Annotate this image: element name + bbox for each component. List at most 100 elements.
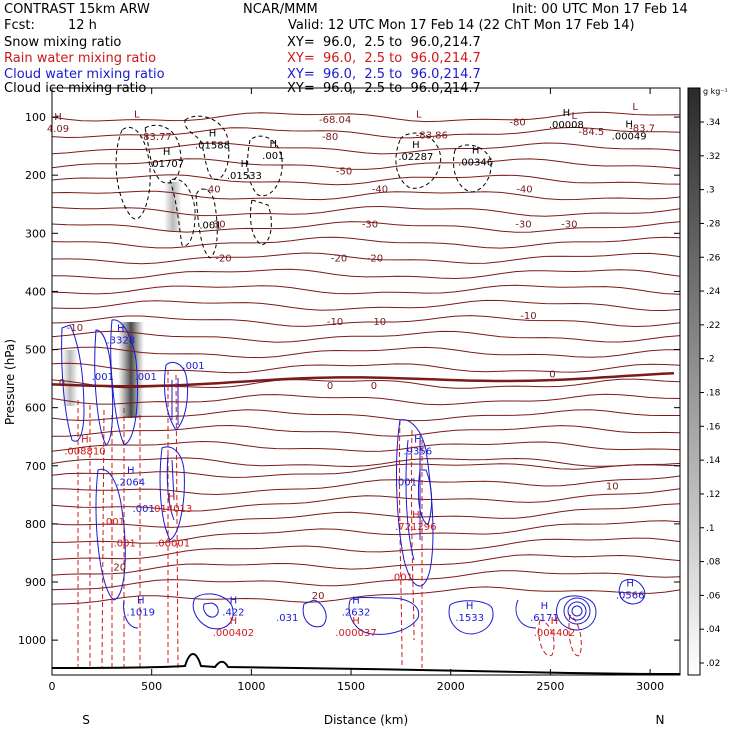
extremum-value: .00049 bbox=[612, 132, 647, 143]
center-title: NCAR/MMM bbox=[243, 2, 318, 17]
extremum-marker: H bbox=[117, 324, 125, 335]
extremum-value: .001 bbox=[135, 372, 157, 383]
terrain-line bbox=[51, 653, 681, 675]
isotherm bbox=[51, 284, 681, 295]
isotherm bbox=[51, 586, 681, 605]
field-name-rain: Rain water mixing ratio bbox=[4, 51, 157, 66]
extremum-marker: H bbox=[209, 128, 217, 139]
extremum-value: .001 bbox=[199, 221, 221, 232]
extremum-value: .3328 bbox=[106, 336, 135, 347]
extremum-marker: H bbox=[137, 596, 145, 607]
extremum-marker: H bbox=[54, 112, 62, 123]
temperature-label: -40 bbox=[372, 185, 388, 196]
extremum-value: .9356 bbox=[404, 447, 433, 458]
colorbar-tick-label: .22 bbox=[706, 321, 720, 331]
extremum-marker: H bbox=[625, 120, 633, 131]
colorbar-unit: g kg⁻¹ bbox=[703, 87, 728, 96]
temperature-label: 0 bbox=[59, 378, 65, 389]
colorbar-tick-label: .24 bbox=[706, 287, 721, 297]
isotherm bbox=[51, 488, 681, 512]
temperature-label: -20 bbox=[367, 254, 383, 265]
extremum-value: .6171 bbox=[530, 613, 559, 624]
extremum-value: .00346 bbox=[458, 158, 493, 169]
extremum-marker: H bbox=[466, 601, 474, 612]
extremum-value: .014013 bbox=[151, 504, 192, 515]
isotherm bbox=[51, 252, 681, 265]
extremum-marker: H bbox=[230, 596, 238, 607]
extremum-value: .0566 bbox=[616, 591, 645, 602]
temperature-label: -30 bbox=[209, 219, 225, 230]
extremum-marker: H bbox=[168, 492, 176, 503]
extremum-marker: H bbox=[541, 601, 549, 612]
extremum-value: .001 bbox=[391, 573, 413, 584]
extremum-value: .001 bbox=[103, 517, 125, 528]
temperature-label: 10 bbox=[606, 482, 619, 493]
colorbar-tick-label: .34 bbox=[706, 118, 721, 128]
isotherm bbox=[51, 475, 681, 496]
extremum-marker: H bbox=[472, 146, 480, 157]
isotherm bbox=[51, 126, 681, 139]
extremum-value: .001 bbox=[262, 151, 284, 162]
extremum-value: .01533 bbox=[227, 171, 262, 182]
colorbar-tick-label: .26 bbox=[706, 253, 721, 263]
isotherm bbox=[51, 520, 681, 544]
extremum-marker: H bbox=[412, 140, 420, 151]
colorbar-tick-label: .18 bbox=[706, 389, 721, 399]
x-tick-label: 2500 bbox=[536, 680, 564, 693]
extremum-value: .001 bbox=[395, 477, 417, 488]
temperature-label: -40 bbox=[204, 185, 220, 196]
temperature-label: -80 bbox=[509, 118, 525, 129]
temperature-label: -83.77 bbox=[140, 132, 172, 143]
x-axis-title: Distance (km) bbox=[324, 713, 408, 727]
y-tick-label: 700 bbox=[25, 460, 46, 473]
y-tick-label: 100 bbox=[25, 111, 46, 124]
isotherm bbox=[51, 462, 681, 478]
isotherm bbox=[51, 174, 681, 186]
extremum-value: .01707 bbox=[149, 159, 184, 170]
y-tick-label: 400 bbox=[25, 285, 46, 298]
extremum-marker: H bbox=[563, 108, 571, 119]
y-tick-label: 500 bbox=[25, 344, 46, 357]
isotherm bbox=[51, 330, 681, 343]
y-tick-label: 200 bbox=[25, 169, 46, 182]
x-tick-label: 3000 bbox=[636, 680, 664, 693]
extremum-value: .001 bbox=[182, 361, 204, 372]
extremum-marker: H bbox=[352, 596, 360, 607]
y-tick-label: 900 bbox=[25, 576, 46, 589]
x-tick-label: 0 bbox=[49, 680, 56, 693]
field-name-snow: Snow mixing ratio bbox=[4, 35, 122, 50]
field-xy-cloud-water: XY= 96.0, 2.5 to 96.0,214.7 bbox=[287, 67, 481, 82]
isotherm bbox=[51, 221, 681, 233]
colorbar-tick-label: .32 bbox=[706, 152, 720, 162]
colorbar-tick-label: .06 bbox=[706, 591, 721, 601]
extremum-value: .000037 bbox=[335, 628, 376, 639]
temperature-label: 0 bbox=[327, 381, 333, 392]
ice-contours bbox=[115, 115, 492, 259]
isotherm bbox=[51, 409, 680, 422]
x-tick-label: 1000 bbox=[237, 680, 265, 693]
extremum-marker: H bbox=[127, 465, 135, 476]
x-tick-label: 1500 bbox=[337, 680, 365, 693]
temperature-label: -50 bbox=[336, 167, 352, 178]
extremum-value: .004402 bbox=[534, 628, 575, 639]
extremum-value: .00008 bbox=[549, 120, 584, 131]
plot-frame bbox=[51, 87, 681, 676]
south-label: S bbox=[82, 713, 90, 727]
isotherm bbox=[51, 158, 681, 170]
north-label: N bbox=[656, 713, 665, 727]
extremum-marker: H bbox=[412, 510, 420, 521]
isotherm bbox=[51, 503, 681, 528]
colorbar-tick-label: .16 bbox=[706, 422, 721, 432]
extremum-value: .031 bbox=[276, 613, 298, 624]
extremum-value: .1533 bbox=[455, 613, 484, 624]
temperature-label: -40 bbox=[516, 185, 532, 196]
field-name-cloud-water: Cloud water mixing ratio bbox=[4, 67, 165, 82]
extremum-value: .2064 bbox=[116, 477, 145, 488]
field-xy-snow: XY= 96.0, 2.5 to 96.0,214.7 bbox=[287, 35, 481, 50]
colorbar-tick-label: .04 bbox=[706, 625, 721, 635]
valid-time: Valid: 12 UTC Mon 17 Feb 14 (22 ChT Mon … bbox=[288, 18, 635, 33]
cloud-water-contours bbox=[61, 319, 646, 635]
extremum-marker: H bbox=[163, 147, 171, 158]
extremum-value: .2632 bbox=[342, 608, 371, 619]
